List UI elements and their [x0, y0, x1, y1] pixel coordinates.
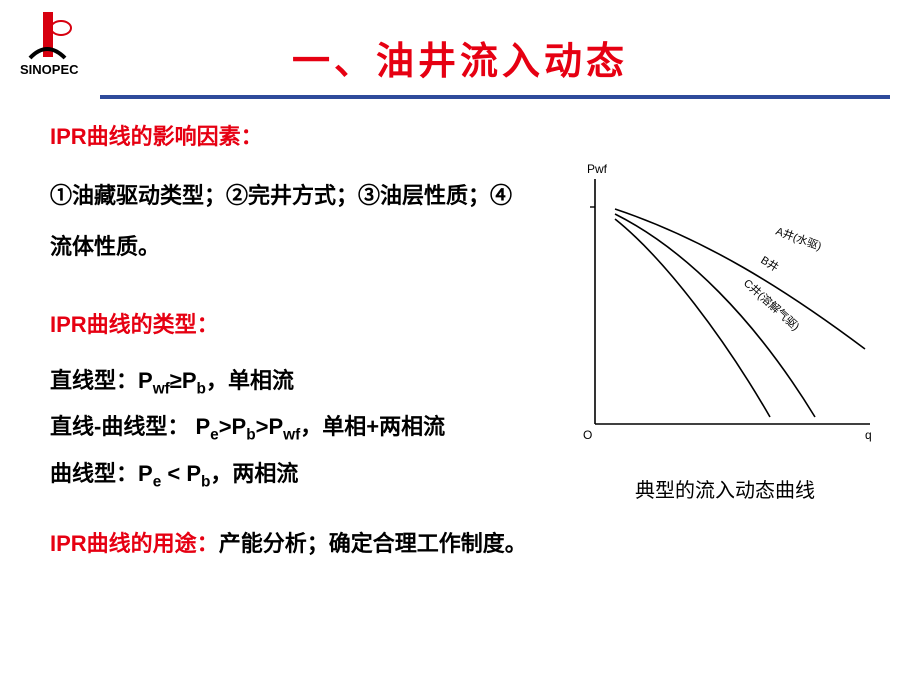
curve-c — [615, 219, 770, 417]
factors-text: ①油藏驱动类型；②完井方式；③油层性质；④流体性质。 — [50, 171, 530, 272]
usage-heading: IPR曲线的用途： — [50, 531, 219, 556]
content-area: IPR曲线的影响因素： ①油藏驱动类型；②完井方式；③油层性质；④流体性质。 I… — [0, 99, 920, 558]
ipr-chart: Pwf q O A井(水驱) B井 C井(溶解气驱) 典型的流入动态曲线 — [565, 154, 885, 503]
page-title: 一、油井流入动态 — [0, 0, 920, 85]
factors-heading: IPR曲线的影响因素： — [50, 119, 880, 151]
sinopec-logo: SINOPEC — [15, 10, 80, 80]
curve-a — [615, 209, 865, 349]
ipr-chart-svg: Pwf q O A井(水驱) B井 C井(溶解气驱) — [565, 154, 885, 454]
origin-label: O — [583, 428, 592, 442]
chart-caption: 典型的流入动态曲线 — [565, 474, 885, 503]
svg-text:SINOPEC: SINOPEC — [20, 62, 79, 77]
x-axis-label: q — [865, 428, 872, 442]
usage-block: IPR曲线的用途：产能分析；确定合理工作制度。 — [50, 526, 880, 558]
curve-b-label: B井 — [758, 253, 781, 275]
curve-a-label: A井(水驱) — [774, 224, 824, 253]
usage-text: 产能分析；确定合理工作制度。 — [219, 531, 527, 556]
y-axis-label: Pwf — [587, 162, 608, 176]
